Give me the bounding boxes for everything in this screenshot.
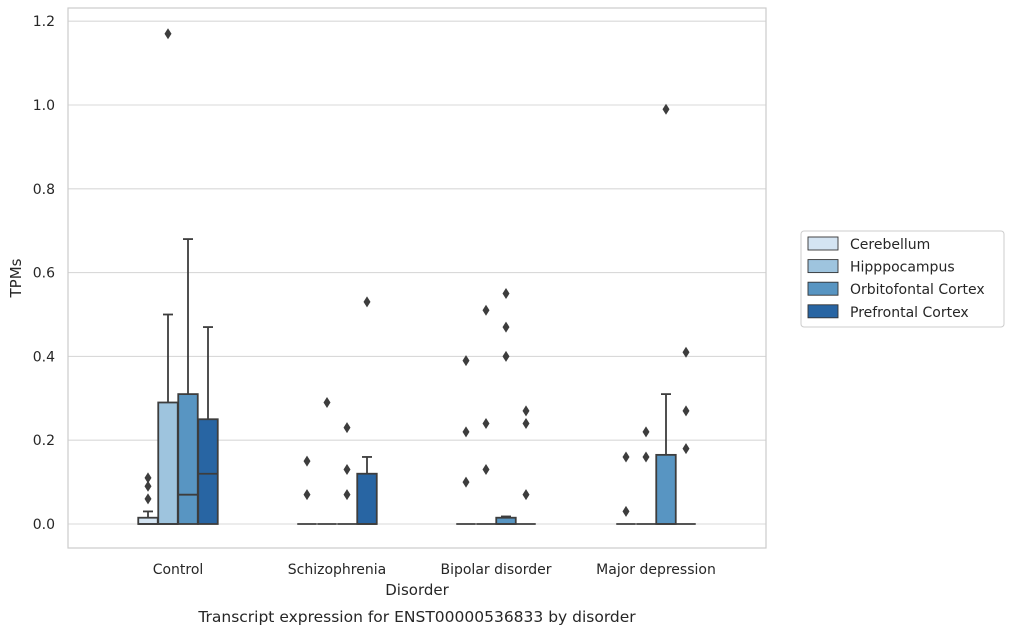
outlier-point (343, 489, 351, 501)
outlier-point (622, 451, 630, 463)
outlier-point (462, 426, 470, 438)
outlier-point (343, 464, 351, 476)
outlier-point (502, 321, 510, 333)
box-2-3 (655, 103, 677, 525)
y-tick-label: 0.6 (33, 266, 55, 282)
box-body (655, 453, 677, 525)
y-tick-label: 0.8 (33, 182, 55, 198)
outlier-point (642, 426, 650, 438)
y-tick-label: 0.4 (33, 349, 55, 365)
legend-label: Prefrontal Cortex (850, 305, 969, 321)
outlier-point (144, 493, 152, 505)
outlier-point (462, 476, 470, 488)
box-0-2 (456, 355, 476, 525)
box-0-0 (137, 472, 159, 525)
outlier-point (164, 28, 172, 40)
y-tick-label: 1.0 (33, 98, 55, 114)
outlier-point (482, 417, 490, 429)
legend: Cerebellum Hipppocampus Orbitofontal Corte… (800, 230, 1005, 328)
box-1-2 (476, 304, 496, 525)
outlier-point (682, 346, 690, 358)
box-2-0 (177, 238, 199, 525)
outlier-point (462, 355, 470, 367)
box-3-1 (356, 296, 378, 525)
legend-swatch (807, 236, 839, 251)
boxes (137, 28, 696, 525)
x-tick-label: Control (153, 562, 204, 578)
legend-label: Orbitofontal Cortex (850, 282, 985, 298)
outlier-point (343, 422, 351, 434)
box-body (495, 516, 517, 525)
box-1-1 (317, 396, 337, 525)
y-axis-label: TPMs (7, 258, 25, 298)
outlier-point (622, 505, 630, 517)
box-0-1 (297, 455, 317, 525)
x-axis-ticks: Control Schizophrenia Bipolar disorder Majo… (153, 562, 716, 578)
outlier-point (144, 472, 152, 484)
legend-frame (800, 230, 1005, 328)
outlier-point (323, 396, 331, 408)
box-2-2 (495, 288, 517, 525)
box-body (157, 401, 179, 525)
outlier-point (682, 443, 690, 455)
x-tick-label: Bipolar disorder (440, 562, 551, 578)
plot-frame (67, 7, 767, 549)
legend-label: Cerebellum (850, 237, 930, 253)
outlier-point (363, 296, 371, 308)
box-body (356, 472, 378, 525)
box-body (177, 393, 199, 525)
outlier-point (482, 304, 490, 316)
box-body (137, 516, 159, 525)
box-1-0 (157, 28, 179, 525)
outlier-point (682, 405, 690, 417)
legend-swatch (807, 259, 839, 274)
legend-swatch (807, 304, 839, 319)
outlier-point (303, 455, 311, 467)
outlier-point (502, 350, 510, 362)
box-3-3 (676, 346, 696, 525)
outlier-point (502, 288, 510, 300)
y-tick-label: 1.2 (33, 14, 55, 30)
y-axis-ticks: 0.0 0.2 0.4 0.6 0.8 1.0 1.2 (33, 14, 55, 533)
y-tick-label: 0.0 (33, 517, 55, 533)
box-0-3 (616, 451, 636, 525)
box-1-3 (636, 426, 656, 525)
chart-caption: Transcript expression for ENST0000053683… (197, 608, 636, 626)
box-3-0 (197, 326, 219, 525)
outlier-point (522, 417, 530, 429)
legend-swatch (807, 281, 839, 296)
x-axis-label: Disorder (385, 581, 449, 599)
outlier-point (522, 405, 530, 417)
box-3-2 (516, 405, 536, 525)
x-tick-label: Major depression (596, 562, 716, 578)
outlier-point (303, 489, 311, 501)
outlier-point (662, 103, 670, 115)
box-2-1 (337, 422, 357, 525)
outlier-point (522, 489, 530, 501)
outlier-point (642, 451, 650, 463)
outlier-point (144, 480, 152, 492)
x-tick-label: Schizophrenia (288, 562, 386, 578)
outlier-point (482, 464, 490, 476)
y-tick-label: 0.2 (33, 433, 55, 449)
box-body (197, 418, 219, 525)
legend-label: Hipppocampus (850, 260, 955, 276)
